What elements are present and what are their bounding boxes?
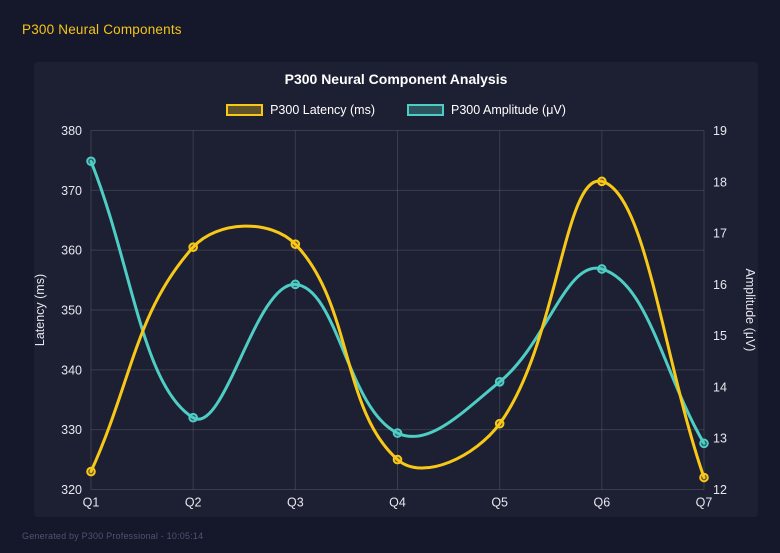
svg-text:360: 360 [61, 244, 82, 258]
svg-text:16: 16 [713, 278, 727, 292]
svg-text:330: 330 [61, 423, 82, 437]
legend-item-latency[interactable]: P300 Latency (ms) [226, 103, 375, 117]
svg-text:18: 18 [713, 175, 727, 189]
svg-text:15: 15 [713, 329, 727, 343]
svg-text:Q5: Q5 [491, 496, 508, 510]
svg-text:340: 340 [61, 363, 82, 377]
svg-text:320: 320 [61, 483, 82, 497]
svg-text:Q1: Q1 [83, 496, 100, 510]
footer-status-text: Generated by P300 Professional - 10:05:1… [22, 531, 204, 541]
svg-text:Latency (ms): Latency (ms) [34, 274, 47, 346]
svg-text:Q4: Q4 [389, 496, 406, 510]
amplitude-legend-label: P300 Amplitude (μV) [451, 103, 566, 117]
svg-text:Q3: Q3 [287, 496, 304, 510]
svg-text:Amplitude (μV): Amplitude (μV) [743, 269, 757, 352]
svg-text:Q7: Q7 [696, 496, 713, 510]
svg-text:19: 19 [713, 124, 727, 138]
svg-text:12: 12 [713, 483, 727, 497]
svg-text:380: 380 [61, 124, 82, 138]
svg-text:350: 350 [61, 304, 82, 318]
svg-text:17: 17 [713, 227, 727, 241]
latency-legend-swatch-icon [226, 104, 264, 116]
app-title: P300 Neural Components [22, 22, 182, 37]
chart-legend: P300 Latency (ms) P300 Amplitude (μV) [34, 103, 758, 117]
svg-text:Q6: Q6 [593, 496, 610, 510]
svg-text:13: 13 [713, 432, 727, 446]
chart-panel: 320 330 340 350 360 370 380 12 13 14 15 16 17 18 19 Q1 Q… [34, 62, 758, 517]
svg-text:14: 14 [713, 380, 727, 394]
latency-legend-label: P300 Latency (ms) [270, 103, 375, 117]
chart-title: P300 Neural Component Analysis [284, 71, 508, 87]
amplitude-legend-swatch-icon [407, 104, 444, 116]
svg-text:370: 370 [61, 184, 82, 198]
svg-text:Q2: Q2 [185, 496, 202, 510]
line-chart[interactable]: 320 330 340 350 360 370 380 12 13 14 15 16 17 18 19 Q1 Q… [34, 62, 758, 517]
legend-item-amplitude[interactable]: P300 Amplitude (μV) [407, 103, 566, 117]
